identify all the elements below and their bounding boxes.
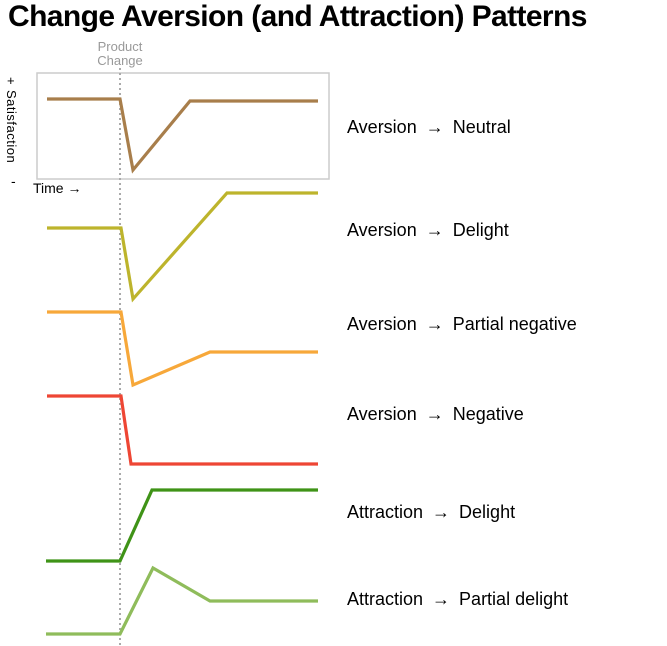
pattern-label-aversion-partial-negative: Aversion → Partial negative: [347, 314, 577, 335]
series-line-5: [46, 565, 318, 636]
series-line-3: [47, 394, 318, 466]
product-change-label: Product Change: [97, 39, 143, 69]
pattern-from: Aversion: [347, 117, 417, 137]
x-axis-label: Time →: [33, 180, 82, 196]
pattern-to: Delight: [459, 502, 516, 522]
pattern-from: Attraction: [347, 502, 424, 522]
arrow-icon: →: [425, 117, 444, 137]
y-axis-plus-label: +: [7, 73, 15, 88]
series-line-4: [46, 488, 318, 563]
pattern-to: Delight: [452, 220, 509, 240]
pattern-label-aversion-negative: Aversion → Negative: [347, 404, 524, 425]
pattern-from: Attraction: [347, 589, 424, 609]
pattern-label-attraction-delight: Attraction → Delight: [347, 502, 515, 523]
pattern-label-aversion-neutral: Aversion → Neutral: [347, 117, 511, 138]
y-axis-minus-label: -: [11, 173, 16, 189]
series-line-0: [47, 97, 318, 174]
arrow-icon: →: [432, 502, 451, 522]
page-title: Change Aversion (and Attraction) Pattern…: [8, 0, 587, 33]
pattern-to: Neutral: [452, 117, 511, 137]
arrow-icon: →: [425, 404, 444, 424]
series-line-2: [47, 310, 318, 388]
arrow-icon: →: [425, 314, 444, 334]
arrow-icon: →: [425, 220, 444, 240]
y-axis-label: Satisfaction: [4, 90, 19, 164]
pattern-from: Aversion: [347, 314, 417, 334]
pattern-to: Partial negative: [452, 314, 577, 334]
arrow-icon: →: [432, 589, 451, 609]
chart-frame: [36, 72, 330, 180]
pattern-to: Negative: [452, 404, 524, 424]
series-line-1: [47, 191, 318, 303]
pattern-to: Partial delight: [459, 589, 569, 609]
pattern-label-attraction-partial-delight: Attraction → Partial delight: [347, 589, 568, 610]
pattern-from: Aversion: [347, 220, 417, 240]
pattern-label-aversion-delight: Aversion → Delight: [347, 220, 509, 241]
pattern-from: Aversion: [347, 404, 417, 424]
